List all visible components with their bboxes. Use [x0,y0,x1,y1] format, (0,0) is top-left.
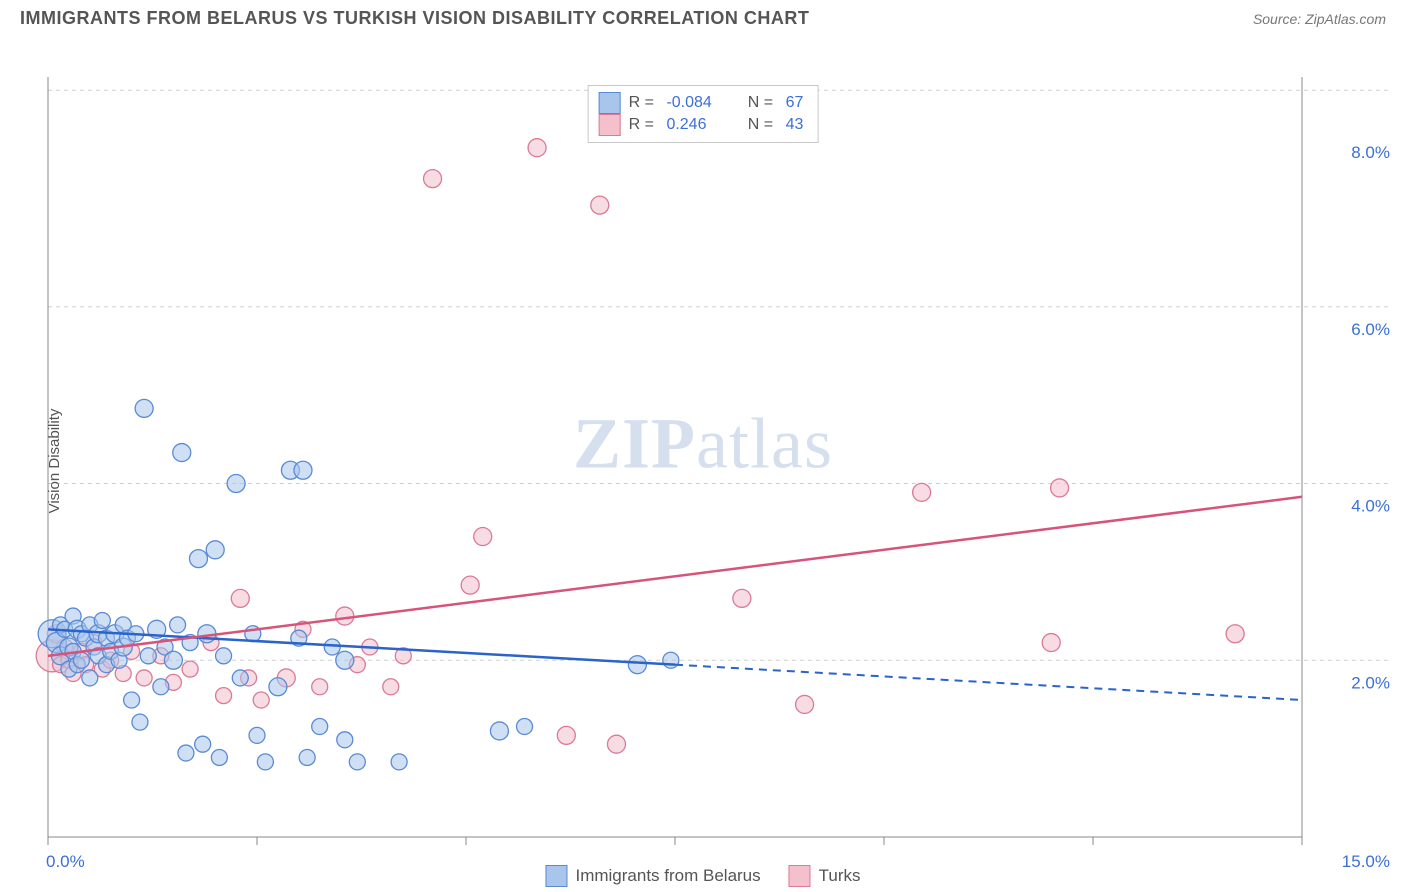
datapoint-turks [607,735,625,753]
datapoint-turks [231,589,249,607]
corr-r-label: R = [629,114,659,136]
swatch-turks [599,114,621,136]
datapoint-belarus [73,652,89,668]
datapoint-turks [461,576,479,594]
datapoint-belarus [216,648,232,664]
legend-swatch [545,865,567,887]
series-legend: Immigrants from Belarus Turks [545,865,860,887]
y-axis-label: Vision Disability [46,409,63,514]
datapoint-belarus [124,692,140,708]
datapoint-turks [383,679,399,695]
datapoint-belarus [628,656,646,674]
datapoint-belarus [299,749,315,765]
datapoint-belarus [178,745,194,761]
corr-n-value: 43 [786,114,804,136]
datapoint-belarus [294,461,312,479]
datapoint-belarus [663,652,679,668]
datapoint-turks [1051,479,1069,497]
corr-r-value: -0.084 [666,92,726,114]
corr-n-value: 67 [786,92,804,114]
datapoint-belarus [82,670,98,686]
datapoint-turks [913,483,931,501]
datapoint-turks [591,196,609,214]
datapoint-belarus [206,541,224,559]
datapoint-belarus [132,714,148,730]
corr-legend-row-turks: R = 0.246 N = 43 [599,114,804,136]
legend-label: Turks [819,866,861,886]
datapoint-turks [182,661,198,677]
datapoint-belarus [312,719,328,735]
datapoint-belarus [135,399,153,417]
datapoint-belarus [257,754,273,770]
datapoint-belarus [164,651,182,669]
corr-n-label: N = [734,92,777,114]
datapoint-belarus [153,679,169,695]
datapoint-belarus [337,732,353,748]
datapoint-belarus [269,678,287,696]
source-attribution: Source: ZipAtlas.com [1253,11,1386,27]
corr-legend-row-belarus: R = -0.084 N = 67 [599,92,804,114]
datapoint-turks [424,170,442,188]
datapoint-belarus [324,639,340,655]
datapoint-turks [253,692,269,708]
legend-label: Immigrants from Belarus [575,866,760,886]
datapoint-turks [312,679,328,695]
datapoint-belarus [211,749,227,765]
datapoint-turks [528,139,546,157]
svg-text:6.0%: 6.0% [1351,320,1390,339]
svg-text:15.0%: 15.0% [1342,852,1390,871]
svg-text:8.0%: 8.0% [1351,143,1390,162]
chart-container: Vision Disability ZIPatlas 0.0%15.0%2.0%… [0,33,1406,889]
swatch-belarus [599,92,621,114]
svg-text:4.0%: 4.0% [1351,497,1390,516]
datapoint-belarus [94,612,110,628]
datapoint-turks [796,695,814,713]
datapoint-belarus [336,651,354,669]
legend-item: Immigrants from Belarus [545,865,760,887]
svg-text:2.0%: 2.0% [1351,673,1390,692]
datapoint-belarus [170,617,186,633]
datapoint-turks [136,670,152,686]
corr-r-label: R = [629,92,659,114]
legend-swatch [789,865,811,887]
datapoint-belarus [227,475,245,493]
datapoint-turks [557,726,575,744]
datapoint-turks [733,589,751,607]
datapoint-belarus [490,722,508,740]
datapoint-turks [474,528,492,546]
datapoint-belarus [189,550,207,568]
datapoint-belarus [349,754,365,770]
datapoint-belarus [173,444,191,462]
datapoint-belarus [195,736,211,752]
trendline-turks [48,497,1302,656]
scatter-chart: 0.0% 15.0% 2.0% 4.0% 6.0% 8.0% [0,33,1406,889]
trendline-belarus-extrapolated [675,665,1302,700]
datapoint-turks [216,688,232,704]
corr-n-label: N = [734,114,777,136]
datapoint-turks [1042,634,1060,652]
chart-title: IMMIGRANTS FROM BELARUS VS TURKISH VISIO… [20,8,809,29]
correlation-legend: R = -0.084 N = 67R = 0.246 N = 43 [588,85,819,143]
datapoint-belarus [140,648,156,664]
datapoint-turks [336,607,354,625]
datapoint-belarus [249,727,265,743]
svg-text:0.0%: 0.0% [46,852,85,871]
datapoint-turks [1226,625,1244,643]
legend-item: Turks [789,865,861,887]
datapoint-belarus [232,670,248,686]
corr-r-value: 0.246 [666,114,726,136]
datapoint-belarus [517,719,533,735]
datapoint-belarus [391,754,407,770]
